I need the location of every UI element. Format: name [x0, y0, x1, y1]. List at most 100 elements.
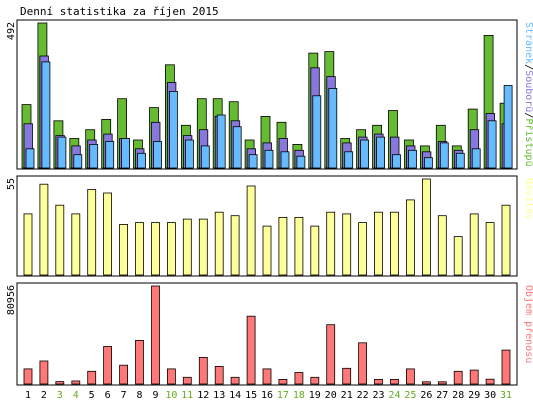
bar-objem-day-3	[55, 381, 65, 385]
bar-objem-day-15	[246, 315, 256, 385]
bar-navstev-day-1	[23, 213, 33, 276]
chart-panels: 492 Stránek/Souborů/Přístupů 55 Návštěv 8095…	[6, 19, 533, 386]
panel-max-label: 55	[6, 178, 17, 190]
bar-navstev-day-9	[151, 222, 160, 276]
bar-stranek-day-3	[57, 136, 67, 169]
day-label-27: 27	[436, 390, 448, 401]
bar-objem-day-17	[278, 378, 288, 385]
bar-stranek-day-23	[376, 136, 386, 169]
day-label-19: 19	[309, 390, 321, 401]
bar-stranek-day-24	[392, 154, 401, 169]
bar-objem-day-25	[405, 368, 415, 385]
bar-objem-day-27	[437, 381, 447, 385]
bar-navstev-day-18	[294, 216, 304, 276]
bar-stranek-day-31	[503, 85, 513, 169]
day-label-12: 12	[197, 390, 209, 401]
bar-navstev-day-26	[421, 178, 431, 276]
bar-objem-day-1	[23, 368, 33, 385]
bar-navstev-day-22	[358, 222, 368, 276]
panel-legend: Návštěv	[523, 178, 533, 220]
day-label-7: 7	[121, 390, 127, 401]
panel-frame	[16, 282, 518, 386]
day-label-21: 21	[341, 390, 353, 401]
bar-navstev-day-24	[390, 211, 399, 276]
bar-objem-day-6	[103, 346, 112, 385]
day-label-14: 14	[229, 390, 241, 401]
bar-objem-day-10	[166, 368, 176, 385]
panel-max-label: 492	[6, 22, 17, 40]
bar-navstev-day-6	[103, 192, 112, 276]
day-label-10: 10	[165, 390, 177, 401]
bar-stranek-day-10	[168, 91, 178, 169]
bar-stranek-day-17	[280, 151, 290, 169]
panel-legend: Objem přenosu	[523, 285, 533, 363]
day-label-2: 2	[41, 390, 47, 401]
panel-hits: 492 Stránek/Souborů/Přístupů	[6, 19, 533, 170]
bar-navstev-day-29	[469, 213, 479, 276]
legend-objem: Objem přenosu	[523, 285, 533, 363]
bar-objem-day-12	[198, 356, 208, 385]
legend-navstev: Návštěv	[523, 178, 533, 220]
bar-objem-day-8	[135, 339, 144, 385]
legend-sep1: /	[523, 64, 533, 70]
bar-objem-day-29	[469, 369, 479, 385]
bar-stranek-day-6	[105, 141, 115, 169]
bar-objem-day-26	[421, 381, 431, 385]
bar-navstev-day-31	[501, 204, 511, 276]
bar-stranek-day-19	[312, 95, 322, 169]
day-label-16: 16	[261, 390, 273, 401]
bar-navstev-day-16	[262, 225, 272, 276]
bar-stranek-day-13	[216, 114, 226, 169]
bar-navstev-day-14	[230, 215, 240, 276]
bar-objem-day-16	[262, 368, 272, 385]
bar-navstev-day-20	[326, 211, 336, 276]
bar-stranek-day-18	[296, 155, 306, 169]
bar-stranek-day-2	[41, 61, 51, 169]
day-label-28: 28	[452, 390, 464, 401]
day-label-15: 15	[245, 390, 257, 401]
day-label-25: 25	[404, 390, 416, 401]
panel-legend: Stránek/Souborů/Přístupů	[523, 22, 533, 167]
bar-stranek-day-28	[455, 152, 465, 169]
bar-objem-day-9	[151, 285, 160, 385]
day-label-6: 6	[105, 390, 111, 401]
bar-stranek-day-16	[264, 149, 274, 169]
legend-souboru: Souborů	[523, 70, 533, 112]
day-label-5: 5	[89, 390, 95, 401]
day-label-24: 24	[388, 390, 400, 401]
bar-navstev-day-5	[87, 189, 97, 276]
bar-objem-day-30	[485, 378, 495, 385]
bar-navstev-day-21	[342, 213, 352, 276]
bar-stranek-day-5	[89, 143, 99, 169]
bar-navstev-day-4	[71, 213, 81, 276]
bar-objem-day-4	[71, 380, 81, 385]
day-label-3: 3	[57, 390, 63, 401]
bar-objem-day-20	[326, 324, 336, 385]
bar-stranek-day-29	[471, 148, 481, 169]
bar-objem-day-7	[119, 364, 128, 385]
bar-navstev-day-2	[39, 183, 49, 276]
day-label-8: 8	[136, 390, 142, 401]
day-label-31: 31	[500, 390, 512, 401]
bar-stranek-day-25	[408, 149, 417, 169]
bar-navstev-day-28	[453, 236, 463, 276]
bar-navstev-day-10	[166, 222, 176, 276]
bar-objem-day-23	[374, 378, 383, 385]
day-label-26: 26	[420, 390, 432, 401]
day-label-13: 13	[213, 390, 225, 401]
bar-navstev-day-8	[135, 222, 144, 276]
bar-navstev-day-27	[437, 215, 447, 276]
bar-stranek-day-22	[360, 139, 370, 169]
bar-stranek-day-11	[184, 139, 194, 169]
panel-visits: 55 Návštěv	[6, 175, 533, 277]
day-label-17: 17	[277, 390, 289, 401]
bar-stranek-day-1	[25, 148, 35, 169]
day-label-22: 22	[357, 390, 369, 401]
bar-navstev-day-30	[485, 222, 495, 276]
bar-stranek-day-21	[344, 151, 354, 169]
panel-max-label: 80956	[6, 285, 17, 315]
bar-navstev-day-17	[278, 216, 288, 276]
day-axis-labels: 1 2 3 4 5 6 7 8 9 10 11 12 13 14 15 16 17 18 19 20 21 22 23 24 2…	[25, 390, 512, 401]
bar-objem-day-31	[501, 349, 511, 385]
